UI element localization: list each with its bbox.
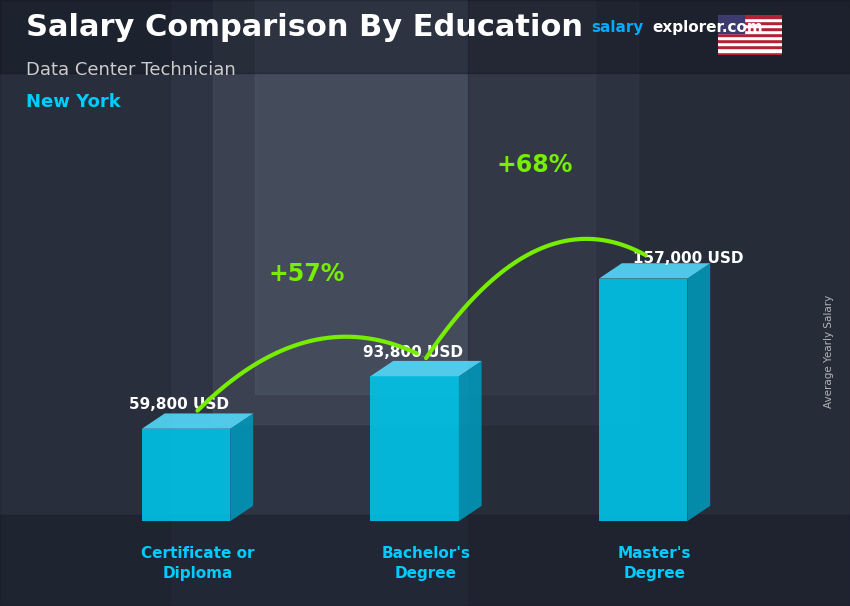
Bar bbox=[718, 18, 782, 21]
Bar bbox=[212, 0, 638, 424]
Text: Bachelor's
Degree: Bachelor's Degree bbox=[382, 546, 471, 581]
Bar bbox=[718, 33, 782, 36]
Text: Master's
Degree: Master's Degree bbox=[618, 546, 691, 581]
Text: 157,000 USD: 157,000 USD bbox=[632, 251, 743, 266]
Text: +68%: +68% bbox=[497, 153, 573, 177]
Bar bbox=[718, 52, 782, 55]
Text: New York: New York bbox=[26, 93, 120, 111]
Bar bbox=[468, 0, 850, 606]
Bar bbox=[718, 24, 782, 27]
Bar bbox=[718, 30, 782, 33]
Text: 93,800 USD: 93,800 USD bbox=[363, 345, 462, 359]
Bar bbox=[718, 15, 782, 18]
Polygon shape bbox=[459, 361, 482, 521]
Text: 59,800 USD: 59,800 USD bbox=[129, 397, 229, 412]
Text: salary: salary bbox=[591, 20, 643, 35]
Polygon shape bbox=[230, 413, 253, 521]
Polygon shape bbox=[371, 361, 482, 376]
Polygon shape bbox=[371, 376, 459, 521]
Text: Average Yearly Salary: Average Yearly Salary bbox=[824, 295, 834, 408]
Polygon shape bbox=[599, 263, 711, 279]
Bar bbox=[718, 21, 782, 24]
Bar bbox=[255, 0, 595, 394]
Bar bbox=[718, 45, 782, 48]
Polygon shape bbox=[142, 413, 253, 429]
Text: +57%: +57% bbox=[269, 262, 345, 286]
Text: Salary Comparison By Education: Salary Comparison By Education bbox=[26, 13, 582, 42]
Polygon shape bbox=[599, 279, 688, 521]
Bar bbox=[718, 39, 782, 42]
Text: explorer.com: explorer.com bbox=[652, 20, 762, 35]
Bar bbox=[0, 515, 850, 606]
Bar bbox=[718, 36, 782, 39]
Polygon shape bbox=[688, 263, 711, 521]
Bar bbox=[718, 48, 782, 52]
Bar bbox=[718, 42, 782, 45]
Bar bbox=[0, 0, 170, 606]
Polygon shape bbox=[142, 429, 230, 521]
Text: Certificate or
Diploma: Certificate or Diploma bbox=[141, 546, 254, 581]
Bar bbox=[718, 15, 744, 33]
Bar bbox=[718, 27, 782, 30]
Bar bbox=[0, 0, 850, 73]
Text: Data Center Technician: Data Center Technician bbox=[26, 61, 235, 79]
